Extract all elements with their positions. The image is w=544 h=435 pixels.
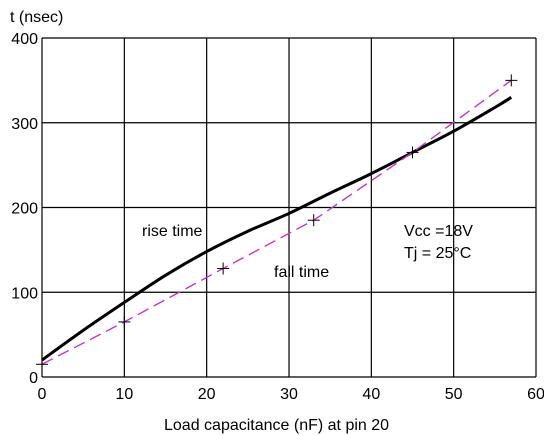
tj-condition: Tj = 25°C [404,245,471,262]
fall-time-marker [505,74,518,87]
y-tick-label: 300 [11,116,38,133]
fall-time-marker [36,358,48,371]
fall-time-line [41,79,512,365]
y-tick-label: 100 [11,285,38,302]
fall-time-label: fall time [274,264,329,281]
grid [41,37,537,378]
x-tick-label: 30 [280,386,298,403]
y-tick-label: 0 [29,370,38,387]
fall-time-marker [118,315,131,328]
annotations: t (nsec) Load capacitance (nF) at pin 20… [10,9,473,434]
rise-time-line [41,96,513,362]
series [36,74,518,371]
x-tick-label: 50 [445,386,463,403]
fall-time-marker [406,146,419,159]
x-axis-title: Load capacitance (nF) at pin 20 [164,417,389,434]
y-axis-title: t (nsec) [10,9,63,26]
fall-time-marker [307,214,320,227]
x-tick-label: 0 [38,386,47,403]
x-tick-label: 60 [527,386,544,403]
rise-time-label: rise time [142,223,203,240]
fall-time-marker [217,262,230,275]
y-tick-label: 400 [11,31,38,48]
vcc-condition: Vcc =18V [404,223,473,240]
tick-labels: 0 10 20 30 40 50 60 0 100 200 300 400 [11,31,544,403]
x-tick-label: 10 [115,386,133,403]
y-tick-label: 200 [11,201,38,218]
x-tick-label: 20 [198,386,216,403]
x-tick-label: 40 [362,386,380,403]
